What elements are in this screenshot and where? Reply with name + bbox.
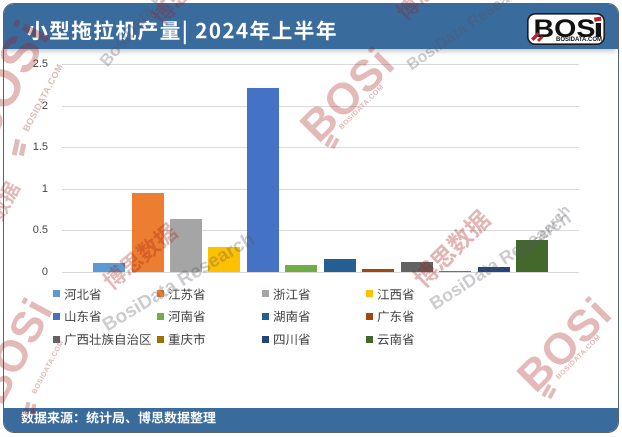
svg-text:BOS: BOS (534, 15, 596, 43)
svg-text:BOSIDATA.COM: BOSIDATA.COM (556, 36, 602, 43)
